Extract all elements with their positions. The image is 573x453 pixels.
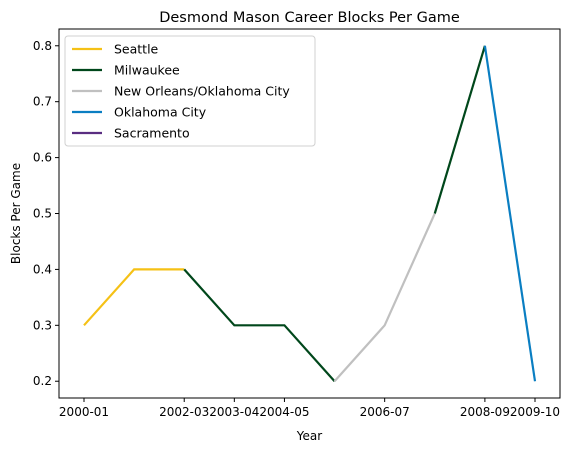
y-tick-label: 0.7	[33, 95, 52, 109]
chart-title: Desmond Mason Career Blocks Per Game	[159, 10, 460, 26]
legend: Seattle Milwaukee New Orleans/Oklahoma Cit…	[64, 35, 316, 147]
y-tick-label: 0.8	[33, 39, 52, 53]
x-axis: 2000-01 2002-03 2003-04 2004-05 2006-07 2008-…	[59, 398, 560, 419]
series-line-new-orleans-oklahoma-city	[333, 213, 436, 382]
legend-label: Seattle	[114, 42, 159, 57]
legend-label: Milwaukee	[114, 63, 180, 78]
x-tick-label: 2003-04	[209, 405, 259, 419]
y-tick-label: 0.6	[33, 151, 52, 165]
plot-area	[83, 45, 537, 382]
series-line-milwaukee	[433, 45, 486, 214]
legend-frame	[64, 35, 316, 147]
x-tick-label: 2002-03	[159, 405, 209, 419]
x-tick-label: 2009-10	[510, 405, 560, 419]
legend-label: Oklahoma City	[114, 105, 207, 120]
y-tick-label: 0.2	[33, 374, 52, 388]
y-axis-label: Blocks Per Game	[9, 163, 23, 264]
legend-label: New Orleans/Oklahoma City	[114, 84, 290, 99]
x-tick-label: 2000-01	[59, 405, 109, 419]
x-tick-label: 2006-07	[360, 405, 410, 419]
y-axis: 0.2 0.3 0.4 0.5 0.6 0.7 0.8	[33, 39, 59, 388]
x-tick-label: 2004-05	[259, 405, 309, 419]
x-tick-label: 2008-09	[460, 405, 510, 419]
legend-label: Sacramento	[114, 126, 190, 141]
y-tick-label: 0.5	[33, 207, 52, 221]
y-tick-label: 0.4	[33, 262, 52, 276]
series-line-oklahoma-city	[483, 45, 537, 382]
series-line-seattle	[83, 268, 185, 327]
series-line-milwaukee	[183, 268, 336, 382]
x-axis-label: Year	[296, 429, 322, 443]
y-tick-label: 0.3	[33, 318, 52, 332]
